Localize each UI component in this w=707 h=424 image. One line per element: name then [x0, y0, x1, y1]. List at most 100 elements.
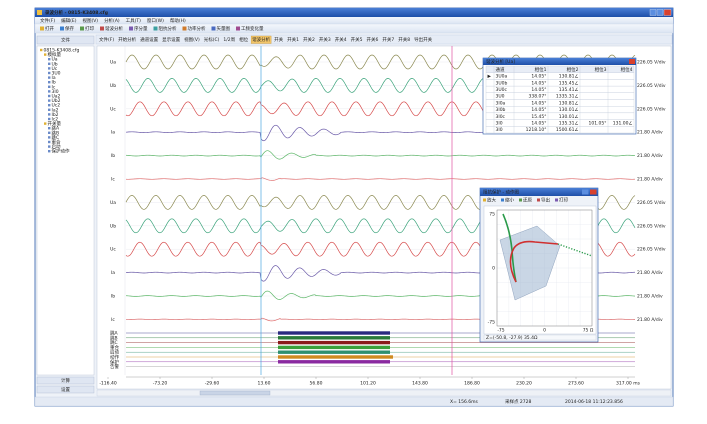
close-button[interactable]	[663, 9, 672, 16]
tab[interactable]: 开关4	[335, 36, 347, 43]
tab[interactable]: 开关8	[398, 36, 410, 43]
tree-item[interactable]: Ub	[52, 61, 58, 67]
impedance-tool[interactable]: 还原	[523, 197, 532, 204]
tree-item[interactable]: Ua	[52, 57, 58, 63]
table-dialog-close[interactable]	[629, 59, 635, 64]
toolbar-button[interactable]: 保存	[65, 25, 74, 32]
channel-name[interactable]: Uc	[110, 106, 116, 112]
tab[interactable]: 相位	[239, 36, 248, 43]
toolbar-button[interactable]: 功率分析	[188, 25, 206, 32]
toolbar-icon[interactable]	[100, 26, 104, 31]
toolbar-button[interactable]: 谐波分析	[105, 25, 123, 32]
tree-item[interactable]: Uc	[52, 66, 58, 72]
tree-item[interactable]: Uc2	[52, 103, 61, 109]
sidebar-header[interactable]	[36, 35, 95, 45]
tree-item[interactable]: Ic	[52, 84, 56, 90]
scroll-thumb[interactable]	[199, 390, 271, 396]
tree-item[interactable]: 保护动作	[52, 148, 70, 155]
tab[interactable]: 开关1	[287, 36, 299, 43]
digital-name[interactable]: 告警	[110, 363, 119, 370]
impedance-tool[interactable]: 导出	[541, 197, 550, 204]
tree-item[interactable]: 3I0	[52, 89, 59, 95]
toolbar-icon[interactable]	[182, 26, 187, 31]
toolbar-icon[interactable]	[80, 26, 84, 31]
tree-item[interactable]: 跳B	[52, 129, 60, 136]
toolbar-icon[interactable]	[211, 26, 216, 31]
menu-item[interactable]: 编辑(E)	[61, 17, 77, 24]
tab[interactable]: 谐波分析	[252, 36, 270, 43]
maximize-button[interactable]	[656, 9, 664, 16]
toolbar-icon[interactable]	[40, 26, 44, 31]
toolbar-icon[interactable]	[153, 26, 158, 31]
tree-item[interactable]: 跳C	[52, 134, 60, 141]
tree-item[interactable]: Ua2	[52, 94, 61, 100]
impedance-tool[interactable]: 缩小	[505, 197, 514, 204]
tab[interactable]: 开关6	[366, 36, 378, 43]
channel-name[interactable]: Ub	[110, 83, 116, 89]
toolbar-icon[interactable]	[129, 26, 133, 31]
toolbar-button[interactable]: 打开	[45, 25, 54, 32]
impedance-dialog-close[interactable]	[590, 189, 597, 195]
calc-button[interactable]	[36, 376, 95, 385]
tree-item[interactable]: 跳A	[52, 125, 60, 132]
channel-name[interactable]: Ua	[110, 60, 116, 66]
channel-name[interactable]: Ua	[110, 200, 116, 206]
digital-name[interactable]: 启动	[110, 349, 119, 356]
tree-item[interactable]: 3U0	[52, 71, 61, 77]
active-tab[interactable]	[250, 35, 272, 44]
tree-item[interactable]: 启动	[52, 143, 61, 150]
toolbar-button[interactable]: 矢量图	[217, 25, 231, 32]
tree-item[interactable]: Ia2	[52, 107, 59, 113]
settings-button[interactable]	[36, 385, 95, 394]
sidebar-button-label[interactable]: 计算	[61, 377, 70, 384]
tree-item[interactable]: Ib2	[52, 112, 59, 118]
toolbar-icon[interactable]	[60, 26, 64, 31]
impedance-dialog-restore[interactable]	[582, 189, 589, 195]
tab[interactable]: 导出开关	[414, 36, 432, 43]
channel-name[interactable]: Ib	[111, 153, 115, 159]
toolbar-icon[interactable]	[236, 26, 240, 31]
tree-item[interactable]: 开关量	[48, 120, 62, 127]
tab[interactable]: 通道设置	[140, 36, 158, 43]
channel-name[interactable]: Ub	[110, 223, 116, 229]
channel-name[interactable]: Uc	[110, 247, 116, 253]
menu-item[interactable]: 文件(F)	[40, 17, 55, 24]
tab[interactable]: 文件(F)	[99, 36, 114, 43]
tab[interactable]: 视图(V)	[184, 36, 200, 43]
sidebar-header-label[interactable]: 文件	[61, 37, 70, 44]
toolbar-button[interactable]: 打印	[85, 25, 94, 32]
digital-name[interactable]: 跳B	[110, 334, 118, 341]
toolbar-button[interactable]: 工频变化量	[241, 25, 264, 32]
channel-name[interactable]: Ic	[111, 177, 115, 183]
digital-name[interactable]: 跳A	[110, 330, 118, 337]
tree-item[interactable]: 模拟量	[48, 51, 62, 58]
menu-item[interactable]: 窗口(W)	[147, 17, 164, 24]
sidebar-button-label[interactable]: 设置	[61, 386, 70, 393]
minimize-button[interactable]	[649, 9, 657, 16]
menu-item[interactable]: 视图(V)	[82, 17, 98, 24]
digital-name[interactable]: 保护	[110, 358, 119, 365]
tab[interactable]: 开关5	[351, 36, 363, 43]
tab[interactable]: 开始分析	[118, 36, 136, 43]
channel-name[interactable]: Ia	[111, 270, 115, 276]
tree-item[interactable]: 重合	[52, 139, 61, 146]
tree-item[interactable]: Ic2	[52, 117, 59, 123]
tab[interactable]: 开关2	[303, 36, 315, 43]
menu-item[interactable]: 工具(T)	[126, 18, 142, 24]
channel-name[interactable]: Ib	[111, 294, 115, 300]
digital-name[interactable]: 动作	[110, 354, 119, 361]
tab[interactable]: 开关7	[382, 36, 394, 43]
channel-name[interactable]: Ia	[111, 130, 115, 136]
digital-name[interactable]: 跳C	[110, 339, 118, 346]
toolbar-button[interactable]: 序分量	[134, 25, 148, 32]
menu-item[interactable]: 分析(A)	[104, 17, 120, 24]
tab[interactable]: 显示设置	[162, 36, 180, 43]
tab[interactable]: 1/2周	[223, 37, 235, 43]
impedance-tool[interactable]: 放大	[487, 197, 496, 204]
channel-name[interactable]: Ic	[111, 317, 115, 323]
tab[interactable]: 开关	[274, 36, 283, 43]
menu-item[interactable]: 帮助(H)	[170, 17, 186, 24]
toolbar-button[interactable]: 阻抗分析	[159, 25, 177, 32]
tree-item[interactable]: Ia	[52, 75, 56, 81]
h-scrollbar[interactable]	[96, 389, 672, 397]
